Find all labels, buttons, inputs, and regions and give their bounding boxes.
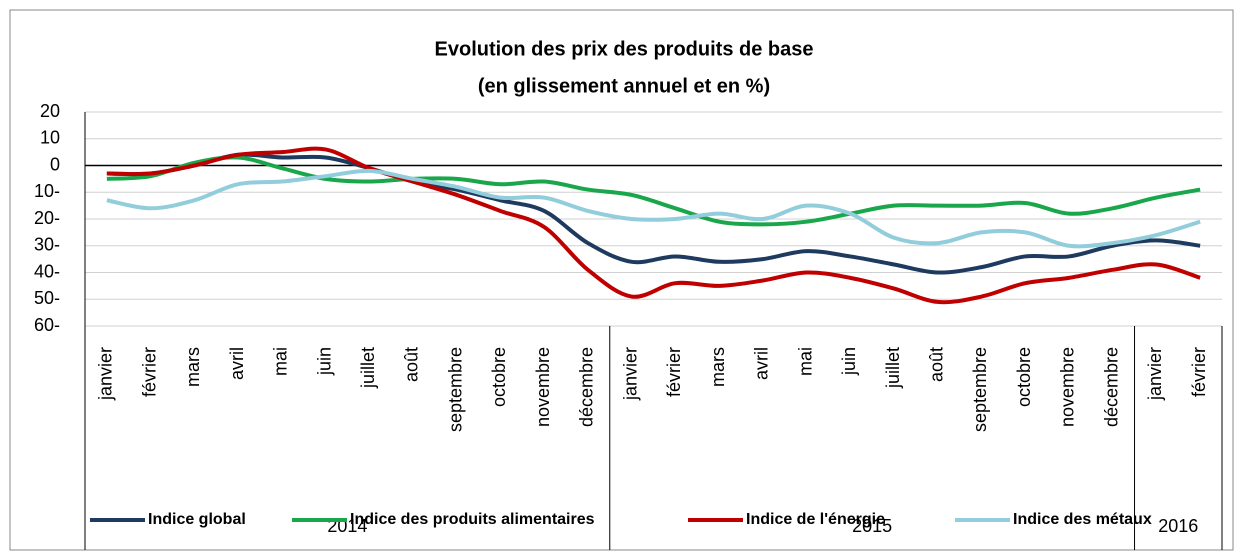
x-tick-label: juin [839,347,859,376]
x-tick-label: mars [708,347,728,387]
legend-label: Indice des métaux [1013,511,1152,528]
x-tick-label: juillet [883,347,903,389]
x-tick-label: décembre [1101,347,1121,427]
y-tick-label: 10- [34,181,60,201]
chart-frame [9,9,1234,551]
x-tick-label: mars [183,347,203,387]
x-tick-label: mai [795,347,815,376]
series-line [106,146,1201,305]
x-tick-label: septembre [445,347,465,432]
y-tick-label: 0 [50,154,60,174]
legend-label: Indice de l'énergie [746,511,885,528]
x-tick-label: mai [271,347,291,376]
x-tick-label: janvier [96,347,116,401]
x-tick-label: novembre [533,347,553,427]
x-tick-label: octobre [489,347,509,407]
y-tick-label: 20 [40,101,60,121]
x-tick-label: octobre [1014,347,1034,407]
x-group-label: 2016 [1158,516,1198,536]
x-tick-label: janvier [1145,347,1165,401]
x-tick-label: juillet [358,347,378,389]
x-tick-label: septembre [970,347,990,432]
y-tick-label: 40- [34,261,60,281]
x-tick-label: novembre [1058,347,1078,427]
x-tick-label: août [402,347,422,382]
y-tick-label: 50- [34,288,60,308]
legend-label: Indice global [148,511,246,528]
legend-label: Indice des produits alimentaires [350,511,595,528]
y-tick-label: 20- [34,208,60,228]
x-tick-label: avril [227,347,247,380]
y-tick-label: 30- [34,235,60,255]
x-tick-label: août [927,347,947,382]
series-line [106,155,1201,227]
series-line [106,168,1201,249]
x-tick-label: février [664,347,684,397]
x-group-label: 2015 [852,516,892,536]
chart-title: Evolution des prix des produits de base [435,38,814,60]
x-tick-label: janvier [620,347,640,401]
y-tick-label: 10 [40,128,60,148]
x-tick-label: février [1189,347,1209,397]
x-tick-label: juin [314,347,334,376]
chart-subtitle: (en glissement annuel et en %) [478,75,770,97]
x-tick-label: février [139,347,159,397]
x-tick-label: avril [752,347,772,380]
y-tick-label: 60- [34,315,60,335]
series-line [106,152,1201,275]
x-tick-label: décembre [577,347,597,427]
